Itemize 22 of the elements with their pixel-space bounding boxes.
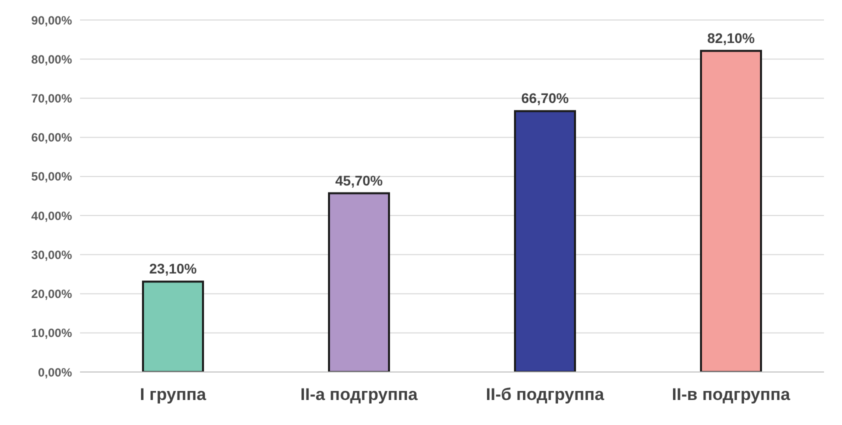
- y-tick-label: 50,00%: [31, 170, 72, 184]
- y-tick-label: 80,00%: [31, 52, 72, 66]
- y-tick-label: 10,00%: [31, 326, 72, 340]
- bar: [142, 280, 204, 372]
- x-tick-label: II-а подгруппа: [300, 385, 418, 404]
- y-tick-label: 20,00%: [31, 287, 72, 302]
- y-tick-label: 60,00%: [31, 130, 72, 145]
- bar: [700, 50, 762, 372]
- x-tick-label: II-б подгруппа: [486, 385, 605, 404]
- y-tick-label: 70,00%: [31, 91, 72, 106]
- data-label: 23,10%: [149, 260, 198, 277]
- bar: [328, 192, 390, 372]
- data-label: 82,10%: [707, 30, 756, 46]
- y-tick-label: 90,00%: [31, 13, 72, 28]
- data-label: 45,70%: [335, 172, 384, 188]
- y-tick-label: 0,00%: [38, 365, 72, 380]
- data-label: 66,70%: [521, 90, 570, 106]
- y-tick-label: 30,00%: [31, 248, 72, 262]
- x-tick-label: II-в подгруппа: [672, 385, 791, 404]
- bar: [514, 110, 576, 372]
- y-tick-label: 40,00%: [31, 208, 72, 223]
- x-tick-label: I группа: [140, 385, 207, 404]
